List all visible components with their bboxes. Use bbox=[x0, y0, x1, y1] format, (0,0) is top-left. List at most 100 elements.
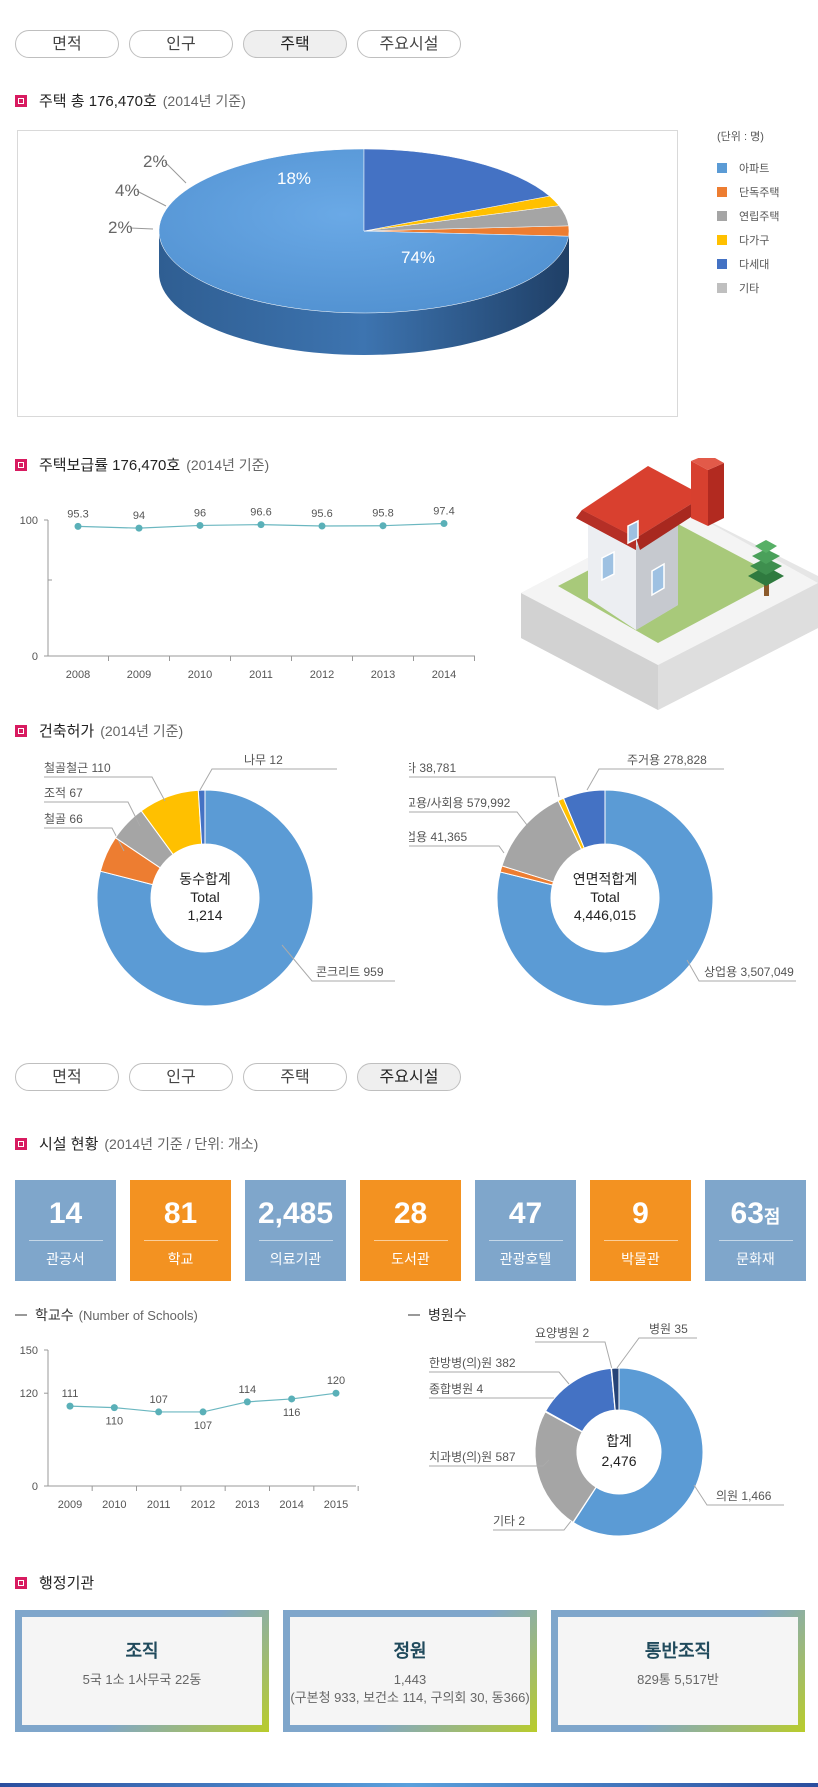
org-card: 조직 5국 1소 1사무국 22동 bbox=[15, 1610, 269, 1732]
donut-slice-label: 공업용 41,365 bbox=[409, 830, 467, 844]
data-label: 95.6 bbox=[311, 508, 332, 520]
tile-number: 63 bbox=[730, 1197, 764, 1230]
donut-slice-label: 콘크리트 959 bbox=[316, 965, 384, 979]
pie-slice-label: 18% bbox=[277, 169, 311, 188]
tile-label: 의료기관 bbox=[269, 1251, 322, 1267]
x-tick-label: 2010 bbox=[188, 669, 212, 681]
supply-title: 주택보급률 176,470호 bbox=[39, 457, 181, 474]
legend-item: 기타 bbox=[717, 276, 779, 300]
tile-label: 도서관 bbox=[391, 1251, 430, 1267]
school-subtitle-en: (Number of Schools) bbox=[78, 1307, 198, 1323]
tabs-top: 면적 인구 주택 주요시설 bbox=[15, 30, 461, 58]
section-bullet-icon bbox=[15, 458, 27, 471]
supply-line-chart: 100 0 2008 2009 2010 2011 2012 2013 2014 95.3 94 96… bbox=[20, 506, 475, 681]
tile-museums: 9 박물관 bbox=[590, 1180, 691, 1281]
pie-slice-label: 2% bbox=[108, 218, 133, 237]
housing-legend: (단위 : 명) 아파트 단독주택 연립주택 다가구 다세대 기타 bbox=[717, 128, 779, 300]
donut-slice bbox=[562, 789, 606, 849]
donut-leader-line bbox=[535, 1341, 613, 1370]
legend-unit: (단위 : 명) bbox=[717, 131, 764, 143]
legend-swatch bbox=[717, 163, 727, 173]
tab-area[interactable]: 면적 bbox=[15, 1063, 119, 1091]
data-label: 95.8 bbox=[372, 508, 393, 520]
permit-count-donut: 콘크리트 959 철골 66 조적 67 철골철근 110 나무 12 동수합계 Total… bbox=[44, 753, 395, 1007]
housing-pie-frame: 74% 2% 4% 2% 18% bbox=[17, 130, 678, 417]
org-card: 통반조직 829통 5,517반 bbox=[551, 1610, 805, 1732]
data-point bbox=[440, 520, 448, 528]
donut-leader-line bbox=[429, 1459, 550, 1467]
tab-housing[interactable]: 주택 bbox=[243, 30, 347, 58]
tab-population[interactable]: 인구 bbox=[129, 1063, 233, 1091]
pie-leader-line bbox=[164, 161, 187, 184]
data-point bbox=[135, 524, 143, 532]
tab-facilities[interactable]: 주요시설 bbox=[357, 1063, 461, 1091]
data-point bbox=[332, 1389, 340, 1397]
x-tick-label: 2015 bbox=[324, 1499, 348, 1511]
data-point bbox=[318, 522, 326, 530]
org-title: 통반조직 bbox=[644, 1641, 712, 1661]
donut-leader-line bbox=[616, 1337, 697, 1369]
section-permit-title: 건축허가 (2014년 기준) bbox=[15, 720, 183, 741]
donut-leader-line bbox=[586, 768, 724, 791]
data-point bbox=[66, 1402, 74, 1410]
legend-label: 연립주택 bbox=[739, 211, 780, 223]
house-illustration bbox=[521, 458, 818, 710]
tab-facilities[interactable]: 주요시설 bbox=[357, 30, 461, 58]
donut-slice-label: 나무 12 bbox=[244, 753, 283, 767]
tile-label: 관공서 bbox=[46, 1251, 85, 1267]
org-title: 정원 bbox=[393, 1641, 427, 1661]
donut-slice-label: 한방병(의)원 382 bbox=[429, 1356, 516, 1370]
donut-leader-line bbox=[281, 944, 395, 982]
x-tick-label: 2012 bbox=[310, 669, 334, 681]
donut-slice bbox=[611, 1367, 620, 1411]
data-point bbox=[288, 1395, 296, 1403]
legend-label: 다가구 bbox=[739, 235, 770, 247]
tab-population[interactable]: 인구 bbox=[129, 30, 233, 58]
section-facility-title: 시설 현황 (2014년 기준 / 단위: 개소) bbox=[15, 1133, 258, 1154]
hospital-subtitle-label: 병원수 bbox=[428, 1307, 467, 1323]
admin-title: 행정기관 bbox=[39, 1575, 95, 1592]
tab-housing[interactable]: 주택 bbox=[243, 1063, 347, 1091]
x-tick-label: 2010 bbox=[102, 1499, 126, 1511]
data-label: 114 bbox=[239, 1384, 257, 1396]
donut-slice-label: 의원 1,466 bbox=[716, 1489, 772, 1503]
pie-slice bbox=[363, 148, 551, 232]
tile-number: 28 bbox=[393, 1197, 428, 1230]
donut-slice bbox=[96, 789, 314, 1007]
donut-leader-line bbox=[693, 1484, 784, 1506]
tab-area[interactable]: 면적 bbox=[15, 30, 119, 58]
data-label: 120 bbox=[327, 1375, 345, 1387]
legend-swatch bbox=[717, 259, 727, 269]
section-bullet-icon bbox=[15, 1576, 27, 1589]
legend-swatch bbox=[717, 235, 727, 245]
donut-slice bbox=[572, 1367, 704, 1537]
data-label: 116 bbox=[283, 1407, 301, 1419]
data-point bbox=[196, 521, 204, 529]
donut-center-label: 2,476 bbox=[601, 1453, 636, 1469]
donut-slice-label: 기타 38,781 bbox=[409, 761, 456, 775]
permit-area-donut: 상업용 3,507,049 공업용 41,365 문교용/사회용 579,992 기타… bbox=[409, 753, 796, 1007]
donut-center-label: 연면적합계 bbox=[573, 871, 637, 887]
donut-slice-label: 종합병원 4 bbox=[429, 1382, 483, 1396]
tile-government-offices: 14 관공서 bbox=[15, 1180, 116, 1281]
tile-libraries: 28 도서관 bbox=[360, 1180, 461, 1281]
facility-sub: (2014년 기준 / 단위: 개소) bbox=[104, 1135, 259, 1152]
legend-label: 아파트 bbox=[739, 163, 770, 175]
hospital-donut: 의원 1,466 기타 2 치과병(의)원 587 종합병원 4 한방병(의)원 382… bbox=[429, 1322, 784, 1537]
donut-slice bbox=[534, 1411, 597, 1523]
section-supply-title: 주택보급률 176,470호 (2014년 기준) bbox=[15, 454, 269, 475]
donut-slice-label: 기타 2 bbox=[493, 1514, 525, 1528]
legend-item: 아파트 bbox=[717, 156, 779, 180]
donut-center-label: 1,214 bbox=[187, 907, 222, 923]
supply-sub: (2014년 기준) bbox=[186, 456, 270, 473]
donut-slice-label: 요양병원 2 bbox=[535, 1326, 589, 1340]
legend-item: 다가구 bbox=[717, 228, 779, 252]
data-label: 110 bbox=[106, 1416, 124, 1428]
bottom-bar bbox=[0, 1783, 818, 1787]
data-label: 97.4 bbox=[433, 506, 454, 518]
donut-slice-label: 철골철근 110 bbox=[44, 761, 111, 775]
permit-sub: (2014년 기준) bbox=[100, 722, 184, 739]
donut-slice bbox=[496, 789, 714, 1007]
data-point bbox=[155, 1408, 163, 1416]
admin-cards: 조직 5국 1소 1사무국 22동 정원 1,443 (구본청 933, 보건소 11… bbox=[15, 1610, 805, 1732]
